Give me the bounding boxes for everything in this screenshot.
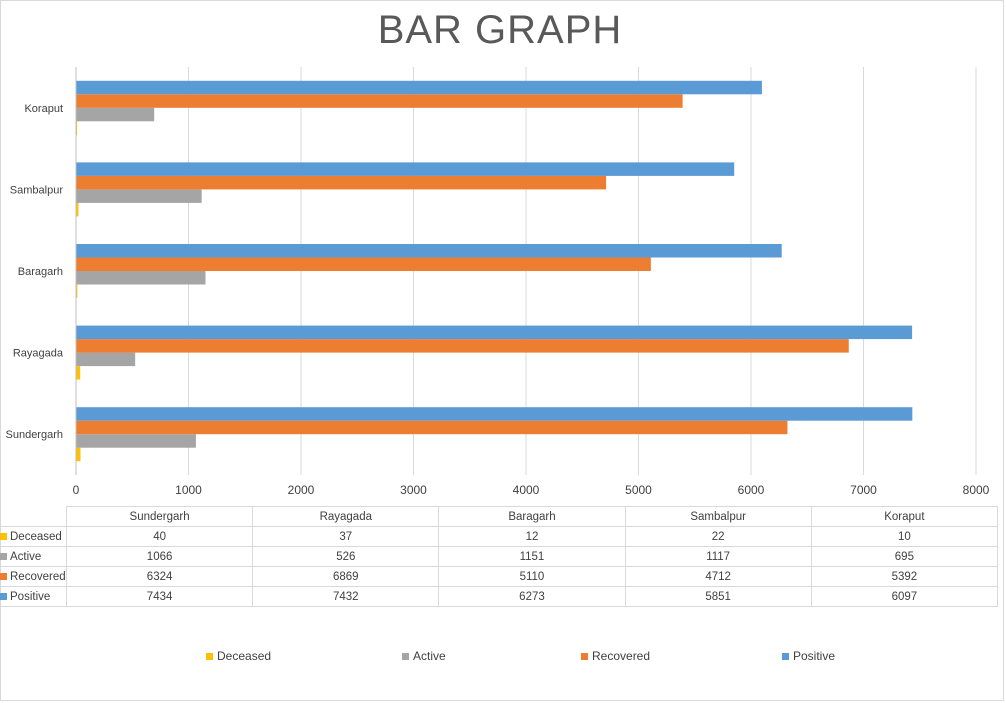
data-table-cell: 22 bbox=[624, 526, 812, 547]
legend-swatch bbox=[581, 653, 588, 661]
bar-positive-sundergarh bbox=[76, 407, 913, 421]
legend-item-positive: Positive bbox=[782, 649, 835, 663]
data-table-cell: 6097 bbox=[810, 586, 999, 607]
data-table-cell: 5110 bbox=[438, 566, 626, 587]
bar-deceased-koraput bbox=[76, 121, 78, 135]
bar-deceased-sundergarh bbox=[76, 447, 81, 462]
bar-positive-sambalpur bbox=[76, 162, 735, 176]
legend-label: Deceased bbox=[217, 649, 272, 663]
axes: 0 1000 2000 3000 4000 5000 6000 7000 8000 Sunderg… bbox=[6, 67, 990, 497]
data-table-cell: 6869 bbox=[252, 566, 440, 587]
series-label: Recovered bbox=[10, 570, 66, 583]
legend-item-active: Active bbox=[402, 649, 446, 663]
x-tick-label: 7000 bbox=[850, 483, 877, 497]
data-table-row-header: Deceased bbox=[0, 526, 67, 547]
x-tick-label: 5000 bbox=[625, 483, 652, 497]
x-tick-label: 3000 bbox=[400, 483, 427, 497]
legend-label: Positive bbox=[793, 649, 836, 663]
category-label: Koraput bbox=[24, 103, 63, 115]
data-table-cell: 6273 bbox=[438, 586, 626, 607]
bar-recovered-baragarh bbox=[76, 257, 651, 271]
data-table-column-header: Sambalpur bbox=[624, 506, 812, 527]
data-table-cell: 1066 bbox=[65, 546, 254, 567]
data-table-cell: 12 bbox=[438, 526, 626, 547]
legend-swatch bbox=[402, 653, 409, 661]
data-table-cell: 695 bbox=[810, 546, 999, 567]
data-table-cell: 5851 bbox=[624, 586, 812, 607]
series-label: Active bbox=[10, 550, 42, 563]
legend-key-recovered bbox=[0, 572, 7, 580]
legend-key-deceased bbox=[0, 532, 7, 540]
bar-positive-baragarh bbox=[76, 244, 782, 258]
data-table: Sundergarh Rayagada Baragarh Sambalpur Korap… bbox=[0, 506, 999, 607]
data-table-column-header: Baragarh bbox=[438, 506, 626, 527]
data-table-row: Active 1066 526 1151 1117 695 bbox=[0, 546, 999, 567]
bar-active-sambalpur bbox=[76, 189, 202, 203]
data-table-cell: 4712 bbox=[624, 566, 812, 587]
legend-swatch bbox=[782, 653, 789, 661]
data-table-cell: 1151 bbox=[438, 546, 626, 567]
legend-item-recovered: Recovered bbox=[581, 649, 650, 663]
data-table-cell: 7434 bbox=[65, 586, 254, 607]
plot-area: 0 1000 2000 3000 4000 5000 6000 7000 8000 Sunderg… bbox=[6, 67, 990, 497]
chart-title: BAR GRAPH bbox=[377, 8, 623, 52]
bar-active-koraput bbox=[76, 107, 155, 122]
bars bbox=[76, 80, 913, 462]
data-table-column-header: Sundergarh bbox=[65, 506, 254, 527]
data-table-corner bbox=[0, 506, 67, 527]
bar-recovered-sundergarh bbox=[76, 420, 788, 435]
legend-label: Recovered bbox=[592, 649, 651, 663]
data-table-cell: 37 bbox=[252, 526, 440, 547]
data-table-row: Deceased 40 37 12 22 10 bbox=[0, 526, 999, 547]
x-tick-label: 0 bbox=[73, 483, 80, 497]
x-tick-label: 6000 bbox=[738, 483, 765, 497]
legend: Deceased Active Recovered Positive bbox=[0, 649, 1000, 665]
category-label: Sambalpur bbox=[10, 184, 64, 196]
legend-swatch bbox=[206, 653, 213, 661]
bar-active-baragarh bbox=[76, 271, 206, 285]
data-table-cell: 1117 bbox=[624, 546, 812, 567]
data-table-column-header: Rayagada bbox=[252, 506, 440, 527]
x-tick-label: 4000 bbox=[513, 483, 540, 497]
legend-key-positive bbox=[0, 592, 7, 600]
legend-label: Active bbox=[413, 649, 446, 663]
category-label: Baragarh bbox=[18, 266, 63, 278]
data-table-cell: 10 bbox=[810, 526, 999, 547]
data-table-row-header: Positive bbox=[0, 586, 67, 607]
x-tick-label: 2000 bbox=[288, 483, 315, 497]
x-tick-label: 1000 bbox=[175, 483, 202, 497]
bar-active-rayagada bbox=[76, 352, 136, 367]
data-table-cell: 40 bbox=[65, 526, 254, 547]
data-table-row: Recovered 6324 6869 5110 4712 5392 bbox=[0, 566, 999, 587]
bar-deceased-baragarh bbox=[76, 284, 78, 298]
data-table-cell: 7432 bbox=[252, 586, 440, 607]
series-label: Positive bbox=[10, 590, 51, 603]
data-table-cell: 526 bbox=[252, 546, 440, 567]
data-table-cell: 5392 bbox=[810, 566, 999, 587]
data-table-column-header: Koraput bbox=[810, 506, 999, 527]
series-label: Deceased bbox=[10, 530, 62, 543]
data-table-row-header: Active bbox=[0, 546, 67, 567]
bar-deceased-sambalpur bbox=[76, 202, 79, 217]
category-label: Rayagada bbox=[13, 348, 64, 360]
data-table-cell: 6324 bbox=[65, 566, 254, 587]
data-table-row-header: Recovered bbox=[0, 566, 67, 587]
bar-positive-rayagada bbox=[76, 325, 913, 340]
bar-recovered-koraput bbox=[76, 94, 683, 108]
x-tick-label: 8000 bbox=[963, 483, 990, 497]
bar-recovered-sambalpur bbox=[76, 175, 607, 190]
bar-active-sundergarh bbox=[76, 434, 196, 448]
legend-key-active bbox=[0, 552, 7, 560]
data-table-row: Positive 7434 7432 6273 5851 6097 bbox=[0, 586, 999, 607]
bar-recovered-rayagada bbox=[76, 339, 849, 353]
category-label: Sundergarh bbox=[6, 429, 64, 441]
bar-positive-koraput bbox=[76, 80, 762, 95]
legend-item-deceased: Deceased bbox=[206, 649, 271, 663]
bar-deceased-rayagada bbox=[76, 366, 81, 380]
